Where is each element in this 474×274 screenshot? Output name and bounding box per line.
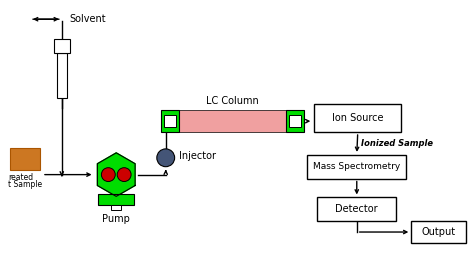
Polygon shape [97,153,135,196]
Circle shape [101,168,115,182]
Bar [164,115,176,127]
Bar [314,104,401,132]
Text: Ionized Sample: Ionized Sample [361,139,433,148]
Bar [111,205,121,210]
Circle shape [157,149,174,167]
Text: Pump: Pump [102,214,130,224]
Text: LC Column: LC Column [206,96,259,106]
Text: Output: Output [421,227,456,237]
Text: Injector: Injector [179,151,216,161]
Text: Ion Source: Ion Source [332,113,383,123]
Circle shape [117,168,131,182]
Bar [411,221,465,243]
Text: Detector: Detector [336,204,378,214]
Bar [307,155,406,179]
Text: t Sample: t Sample [9,179,43,189]
Bar [286,110,304,132]
Bar [317,197,396,221]
Bar [10,148,40,170]
Bar [290,115,301,127]
Bar [99,195,134,205]
Bar [179,110,286,132]
Text: Mass Spectrometry: Mass Spectrometry [313,162,401,171]
Text: reated: reated [9,173,34,182]
Bar [57,53,67,98]
Bar [161,110,179,132]
Text: Solvent: Solvent [70,14,106,24]
Bar [54,39,70,53]
